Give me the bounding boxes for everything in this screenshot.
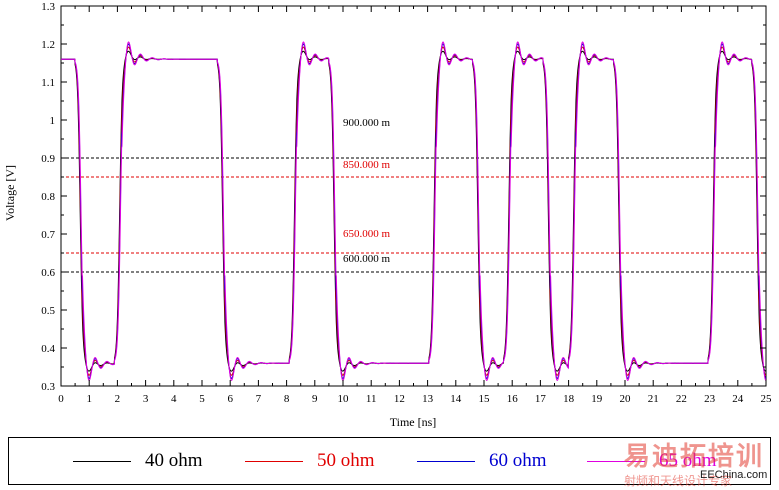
series-line [61, 41, 767, 381]
y-axis-label: Voltage [V] [3, 165, 17, 221]
watermark-logo-text: 易迪拓培训 [624, 442, 765, 472]
legend-label: 50 ohm [317, 450, 375, 471]
x-tick-label: 4 [171, 393, 177, 405]
watermark-subtitle: 射频和天线设计专家 [624, 474, 733, 488]
x-tick-label: 8 [284, 393, 290, 405]
x-axis-label: Time [ns] [390, 415, 437, 429]
x-tick-label: 20 [620, 393, 632, 405]
x-tick-label: 21 [648, 393, 659, 405]
y-tick-label: 0.4 [41, 343, 55, 355]
x-tick-label: 24 [732, 393, 744, 405]
reference-lines: 900.000 m 850.000 m 650.000 m 600.000 m [61, 117, 766, 273]
x-tick-label: 13 [422, 393, 434, 405]
y-tick-label: 0.6 [41, 267, 55, 279]
series-line [61, 43, 767, 379]
y-tick-label: 0.7 [41, 229, 55, 241]
reference-line-label: 600.000 m [343, 253, 391, 265]
y-tick-label: 1.2 [41, 39, 55, 51]
legend-swatch [245, 461, 303, 462]
x-tick-label: 6 [227, 393, 233, 405]
x-tick-label: 1 [86, 393, 92, 405]
watermark-site: EEChina.com [700, 469, 768, 481]
x-tick-label: 12 [394, 393, 405, 405]
x-tick-label: 2 [115, 393, 121, 405]
x-tick-label: 18 [563, 393, 575, 405]
x-tick-label: 10 [338, 393, 350, 405]
x-tick-label: 7 [256, 393, 262, 405]
x-tick-label: 5 [199, 393, 205, 405]
reference-line-label: 650.000 m [343, 228, 391, 240]
reference-line-label: 900.000 m [343, 117, 391, 129]
y-tick-label: 1.3 [41, 1, 55, 13]
x-tick-label: 22 [676, 393, 687, 405]
legend: 40 ohm 50 ohm 60 ohm 65 ohm [8, 437, 771, 485]
legend-swatch [587, 461, 645, 462]
x-tick-label: 23 [704, 393, 716, 405]
y-tick-label: 0.8 [41, 191, 55, 203]
legend-label: 60 ohm [489, 450, 547, 471]
series-layer [61, 41, 767, 381]
x-tick-label: 19 [591, 393, 603, 405]
x-tick-label: 11 [366, 393, 377, 405]
series-line [61, 46, 767, 376]
x-tick-label: 15 [479, 393, 491, 405]
y-tick-label: 0.3 [41, 381, 55, 393]
y-tick-label: 0.9 [41, 153, 55, 165]
x-tick-label: 9 [312, 393, 318, 405]
watermark-logo: 易迪拓培训 射频和天线设计专家 EEChina.com [600, 436, 779, 490]
legend-label: 65 ohm [659, 450, 717, 471]
series-line [61, 50, 767, 372]
y-tick-label: 0.5 [41, 305, 55, 317]
x-tick-label: 17 [535, 393, 547, 405]
legend-label: 40 ohm [145, 450, 203, 471]
plot-frame [60, 5, 767, 387]
x-tick-label: 25 [761, 393, 773, 405]
y-tick-label: 1 [50, 115, 56, 127]
plot-area [60, 5, 767, 387]
x-tick-label: 3 [143, 393, 149, 405]
x-tick-label: 14 [450, 393, 462, 405]
legend-swatch [417, 461, 475, 462]
x-tick-label: 0 [58, 393, 64, 405]
y-tick-label: 1.1 [41, 77, 55, 89]
reference-line-label: 850.000 m [343, 159, 391, 171]
x-tick-label: 16 [507, 393, 519, 405]
axes: 0 1 2 3 4 5 6 7 8 9 10 11 12 13 14 15 16 17 18 19 20 21 22 23 24… [41, 1, 772, 405]
legend-swatch [73, 461, 131, 462]
